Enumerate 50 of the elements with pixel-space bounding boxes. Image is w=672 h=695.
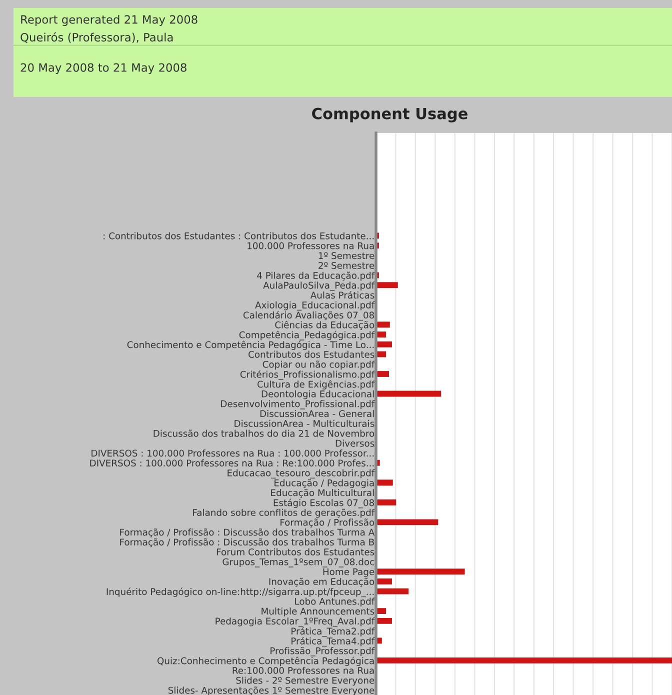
y-tick-label: Formação / Profissão : Discussão dos trabalhos Turma A	[120, 528, 375, 538]
y-tick-label: Axiologia_Educacional.pdf	[255, 301, 375, 311]
chart-title: Component Usage	[312, 108, 468, 122]
y-tick-label: Forum Contributos dos Estudantes	[216, 548, 374, 556]
y-tick-label: DIVERSOS : 100.000 Professores na Rua : 100.000 Professor...	[92, 450, 374, 457]
y-tick-label: Grupos_Temas_1ºsem_07_08.doc	[222, 558, 374, 568]
y-tick-label: Educação Multicultural	[271, 488, 374, 498]
text: Queirós (Professora), Paula	[20, 32, 173, 43]
y-tick-label: AulaPauloSilva_Peda.pdf	[263, 282, 375, 291]
text: 20 May 2008 to 21 May 2008	[20, 63, 186, 74]
y-tick-label: Falando sobre conflitos de gerações.pdf	[193, 508, 375, 518]
y-tick-label: Diversos	[336, 440, 374, 447]
y-tick-label: Inovação em Educação	[269, 578, 374, 587]
y-tick-label: Prática_Tema2.pdf	[292, 627, 375, 637]
y-tick-label: Contributos dos Estudantes	[248, 350, 374, 358]
y-tick-label: Formação / Profissão	[280, 518, 374, 528]
y-tick-label: Aulas Práticas	[310, 291, 374, 299]
y-tick-label: Slides - 2º Semestre Everyone	[236, 676, 374, 686]
y-tick-label: Desenvolvimento_Profissional.pdf	[221, 400, 375, 410]
y-tick-label: Deontologia Educacional	[262, 390, 374, 400]
y-tick-label: Educação / Pedagogia	[274, 479, 374, 488]
y-tick-label: 100.000 Professores na Rua	[248, 242, 374, 250]
y-tick-label: Multiple Announcements	[262, 608, 374, 616]
y-tick-label: Profissão_Professor.pdf	[270, 646, 375, 656]
y-tick-label: 1º Semestre	[318, 252, 374, 260]
y-tick-label: Lobo Antunes.pdf	[295, 598, 375, 607]
y-tick-label: 2º Semestre	[318, 262, 374, 269]
y-tick-label: Quiz:Conhecimento e Competência Pedagógica	[157, 656, 374, 666]
y-tick-label: 4 Pilares da Educação.pdf	[257, 272, 375, 281]
y-tick-label: Home Page	[323, 568, 374, 577]
y-tick-label: DiscussionArea - General	[260, 410, 374, 418]
y-tick-label: Formação / Profissão : Discussão dos trabalhos Turma B	[120, 538, 374, 548]
y-tick-label: Calendário Avaliações 07_08	[243, 311, 374, 321]
y-tick-label: Pedagogia Escolar_1ºFreq_Aval.pdf	[216, 617, 375, 627]
y-tick-label: DiscussionArea - Multiculturais	[234, 420, 374, 427]
y-tick-label: Prática_Tema4.pdf	[292, 637, 375, 647]
y-tick-label: Critérios_Profissionalismo.pdf	[240, 370, 375, 380]
text: Report generated 21 May 2008	[21, 14, 198, 26]
y-tick-label: Competência_Pedagógica.pdf	[239, 330, 375, 340]
y-tick-label: Re:100.000 Professores na Rua	[232, 666, 374, 674]
y-tick-label: Ciências da Educação	[275, 320, 374, 330]
y-tick-label: Cultura de Exigências.pdf	[258, 380, 375, 390]
y-tick-label: Educacao_tesouro_descobrir.pdf	[228, 469, 375, 478]
y-tick-label: Estágio Escolas 07_08	[274, 498, 374, 508]
y-tick-label: : Contributos dos Estudantes : Contributos dos Estudante...	[104, 232, 374, 240]
y-tick-label: Copiar ou não copiar.pdf	[262, 360, 375, 370]
y-tick-label: Discussão dos trabalhos do dia 21 de Novembro	[154, 430, 374, 437]
y-tick-label: DIVERSOS : 100.000 Professores na Rua : Re:100.000 Profes...	[90, 459, 374, 467]
y-tick-label: Conhecimento e Competência Pedagógica - Time Lo...	[127, 340, 374, 350]
y-tick-label: Inquérito Pedagógico on-line:http://sigarra.up.pt/fpceup_...	[106, 588, 374, 598]
